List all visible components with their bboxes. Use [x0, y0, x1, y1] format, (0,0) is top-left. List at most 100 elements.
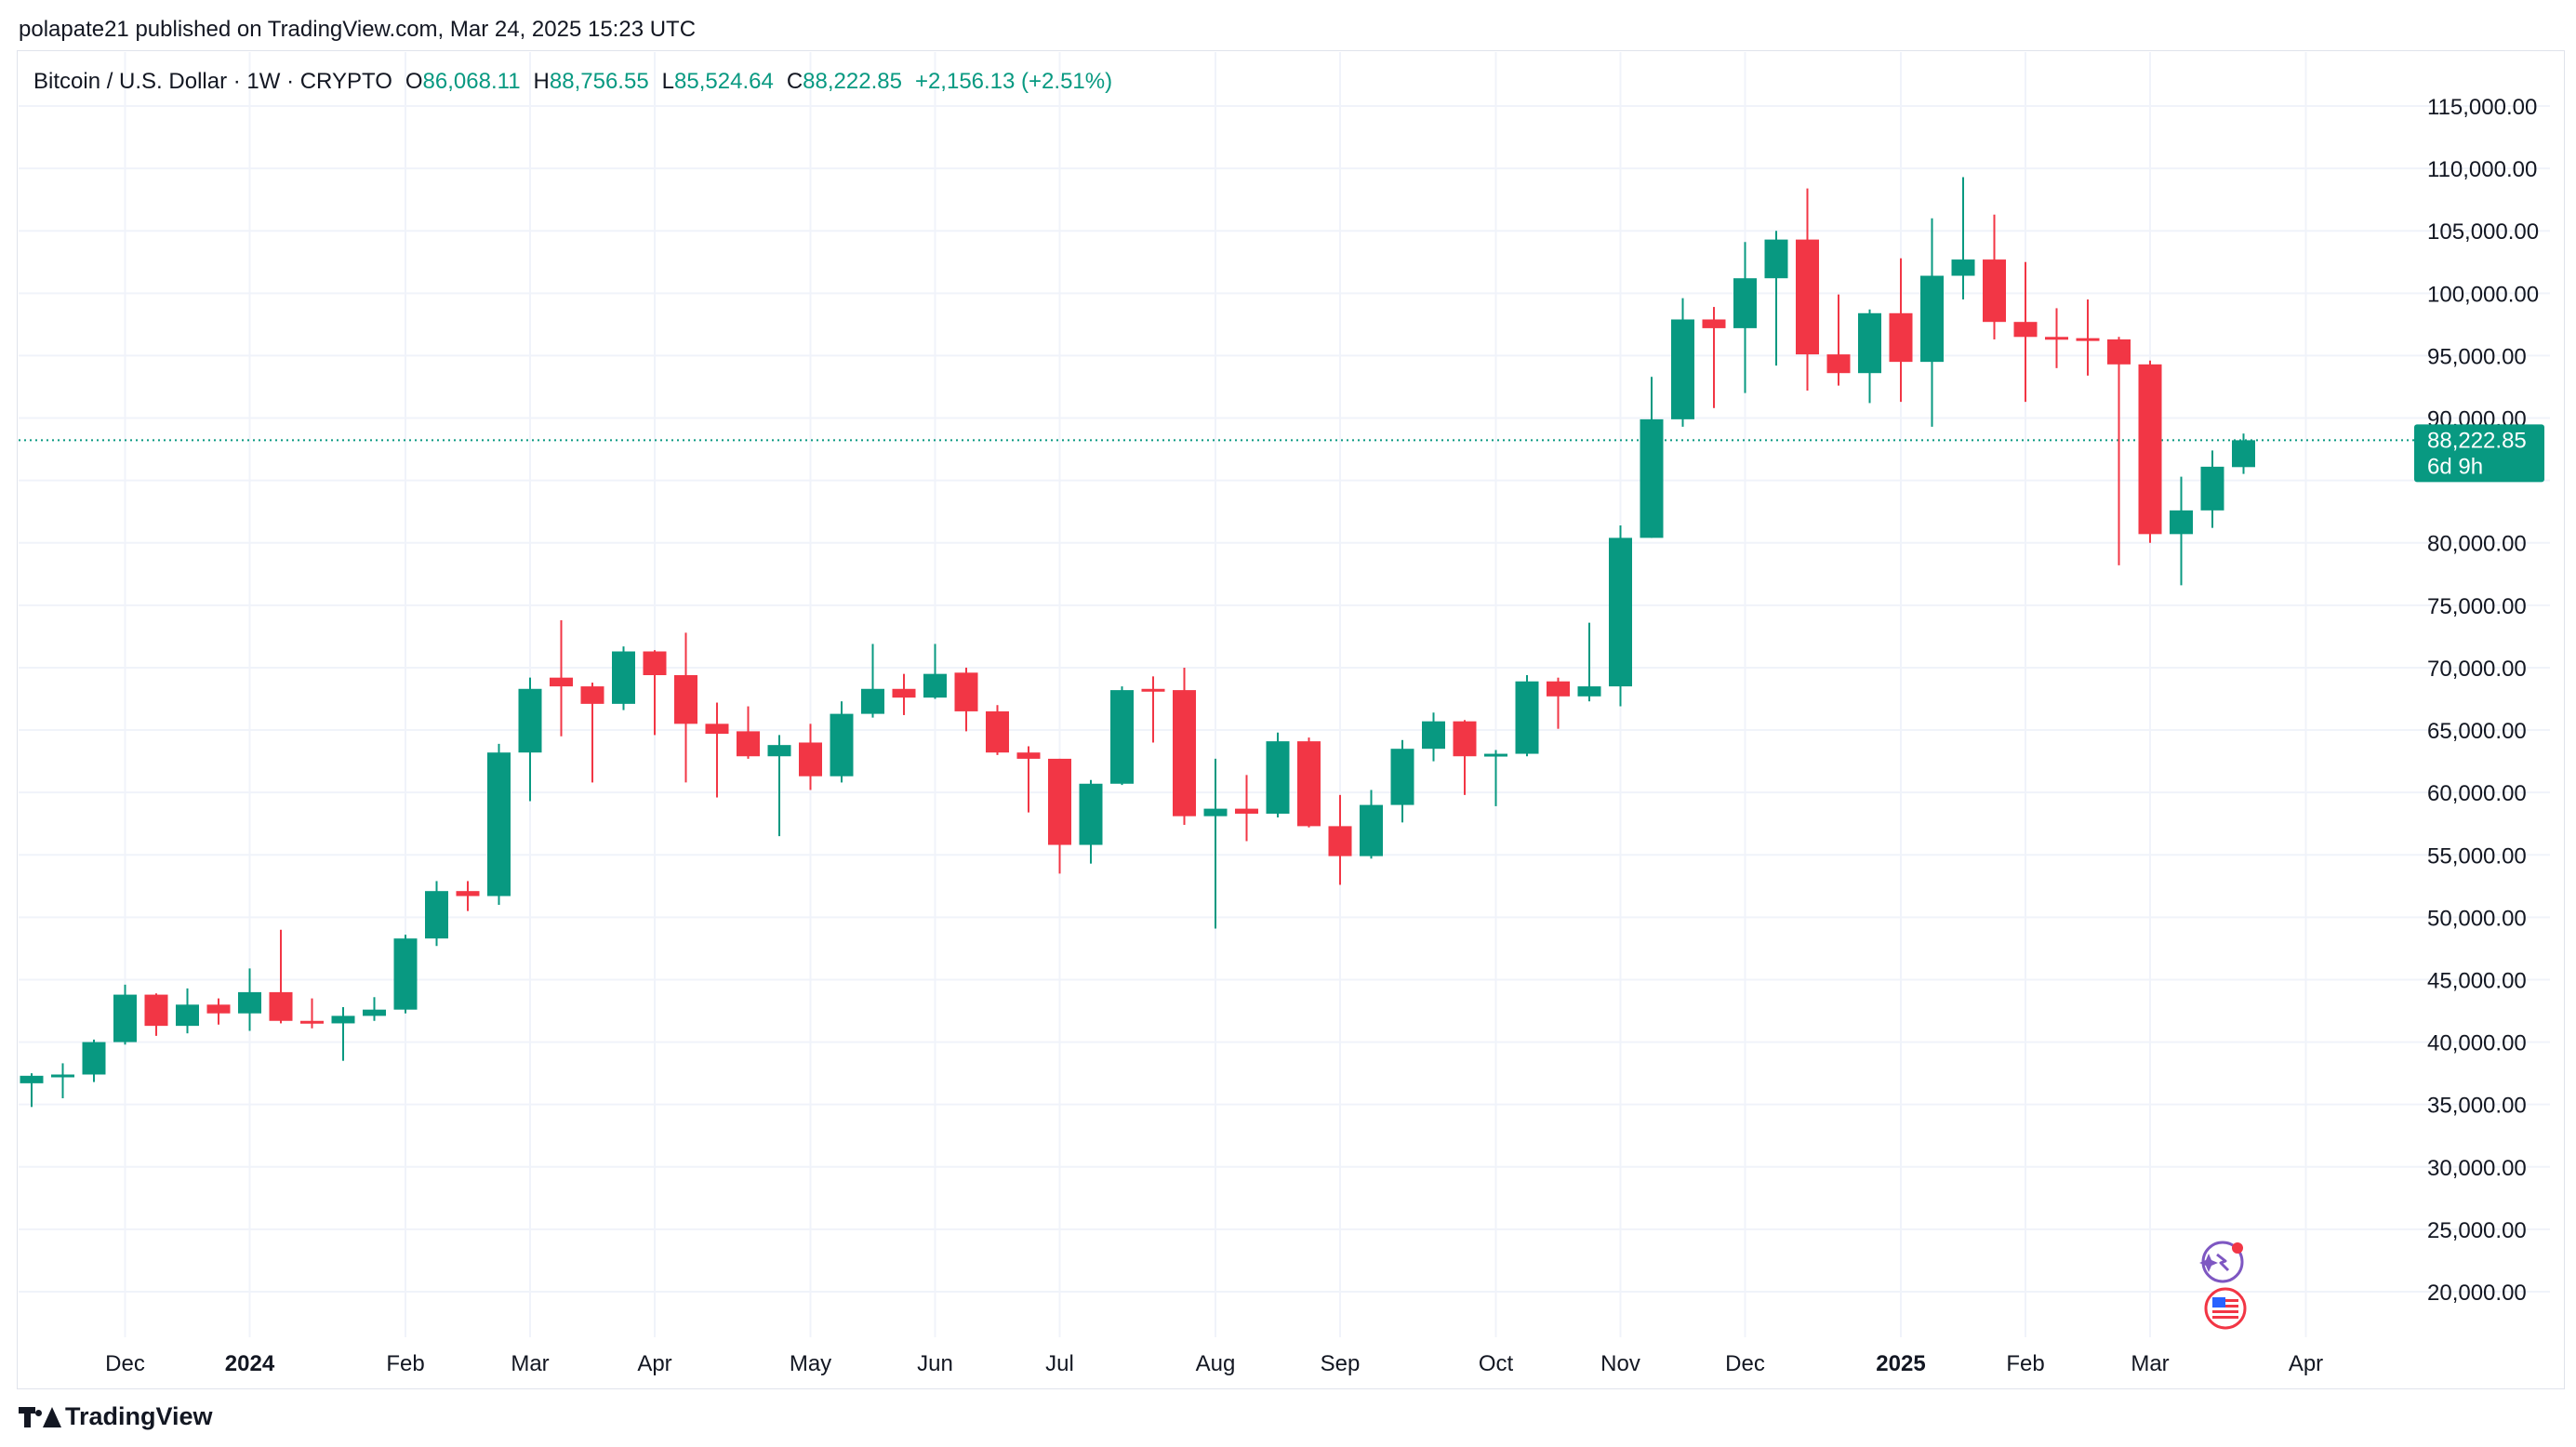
candle[interactable]	[393, 935, 418, 1014]
candle[interactable]	[2045, 308, 2068, 368]
candle-body	[2045, 337, 2068, 340]
candle[interactable]	[1826, 294, 1851, 386]
candle-body	[331, 1016, 355, 1024]
candle-body	[1920, 275, 1944, 363]
candle[interactable]	[1951, 177, 1975, 300]
candle[interactable]	[1796, 188, 1819, 391]
candle[interactable]	[1920, 218, 1944, 427]
candle-body	[1422, 721, 1445, 750]
candle[interactable]	[1297, 737, 1321, 828]
y-tick-label: 110,000.00	[2427, 157, 2537, 182]
chart-frame[interactable]	[17, 50, 2565, 1389]
candle[interactable]	[1484, 750, 1507, 806]
candle-body	[113, 994, 137, 1042]
candle[interactable]	[799, 724, 822, 790]
candle[interactable]	[113, 984, 137, 1045]
candle[interactable]	[1453, 720, 1477, 795]
candle[interactable]	[923, 644, 947, 699]
candle[interactable]	[269, 929, 293, 1024]
candle-body	[1141, 688, 1165, 692]
tradingview-branding[interactable]: TradingView	[19, 1402, 213, 1431]
candle[interactable]	[1640, 377, 1664, 538]
x-tick-label: 2025	[1876, 1351, 1925, 1376]
candle[interactable]	[487, 743, 511, 905]
candle[interactable]	[456, 881, 480, 911]
candle[interactable]	[1360, 790, 1383, 859]
candle[interactable]	[363, 997, 386, 1021]
candle[interactable]	[300, 998, 324, 1029]
candle[interactable]	[1266, 732, 1290, 817]
candle[interactable]	[1515, 675, 1539, 757]
candle[interactable]	[2170, 476, 2193, 586]
candle-body	[1453, 721, 1477, 757]
candle[interactable]	[1422, 712, 1445, 762]
candle[interactable]	[82, 1039, 106, 1082]
candle[interactable]	[767, 735, 791, 837]
candle[interactable]	[1235, 775, 1258, 842]
candle[interactable]	[550, 619, 573, 737]
candle[interactable]	[1016, 746, 1041, 813]
candle[interactable]	[705, 702, 729, 798]
candle-body	[799, 742, 822, 777]
candle[interactable]	[2013, 261, 2038, 403]
candle[interactable]	[580, 683, 604, 783]
candle[interactable]	[1141, 676, 1165, 743]
candle[interactable]	[1110, 686, 1134, 786]
candle-body	[51, 1074, 74, 1078]
candle[interactable]	[1609, 524, 1632, 707]
candle[interactable]	[206, 998, 231, 1025]
candle[interactable]	[1764, 231, 1788, 366]
candle[interactable]	[2076, 299, 2100, 376]
candle[interactable]	[1671, 298, 1694, 427]
candle[interactable]	[986, 705, 1009, 755]
candle[interactable]	[2107, 337, 2131, 565]
candle[interactable]	[1328, 794, 1352, 885]
candle[interactable]	[425, 881, 448, 947]
x-tick-label: Mar	[511, 1351, 549, 1376]
candle[interactable]	[144, 993, 168, 1036]
candle[interactable]	[176, 988, 199, 1034]
candle-body	[1016, 752, 1041, 759]
candle[interactable]	[518, 677, 542, 802]
sparkle-icon[interactable]	[2199, 1241, 2244, 1283]
candle[interactable]	[238, 968, 261, 1031]
candle-body	[1671, 319, 1694, 419]
candle[interactable]	[331, 1007, 355, 1061]
candle[interactable]	[674, 632, 697, 783]
candle[interactable]	[643, 650, 667, 736]
x-tick-label: Feb	[2006, 1351, 2044, 1376]
candle[interactable]	[2200, 450, 2224, 528]
candle[interactable]	[1547, 677, 1570, 729]
candle[interactable]	[1889, 258, 1913, 403]
candle[interactable]	[954, 667, 978, 732]
candle[interactable]	[1390, 739, 1414, 823]
candle[interactable]	[892, 673, 916, 715]
candle[interactable]	[20, 1073, 44, 1108]
candle[interactable]	[1858, 309, 1881, 404]
candle[interactable]	[1983, 214, 2006, 339]
y-tick-label: 55,000.00	[2427, 843, 2527, 869]
candle[interactable]	[830, 701, 854, 783]
candle[interactable]	[2138, 360, 2162, 543]
candle[interactable]	[1173, 667, 1196, 826]
candle[interactable]	[1203, 758, 1228, 929]
candle-body	[767, 745, 791, 757]
candle[interactable]	[1733, 242, 1757, 393]
candle[interactable]	[1577, 622, 1601, 702]
candle[interactable]	[1702, 307, 1726, 408]
candle-body	[705, 724, 729, 735]
candle[interactable]	[51, 1063, 74, 1098]
candle[interactable]	[737, 706, 760, 759]
candle-body	[643, 651, 667, 675]
candle-body	[20, 1075, 44, 1083]
grid-lines	[19, 52, 2550, 1337]
high-label: H	[533, 69, 550, 94]
candle[interactable]	[1079, 779, 1103, 864]
candle[interactable]	[1048, 758, 1071, 874]
us-flag-icon[interactable]	[2204, 1287, 2247, 1330]
candle[interactable]	[612, 646, 635, 710]
candle[interactable]	[2232, 433, 2255, 474]
candle-body	[518, 688, 542, 753]
candle[interactable]	[861, 644, 884, 718]
